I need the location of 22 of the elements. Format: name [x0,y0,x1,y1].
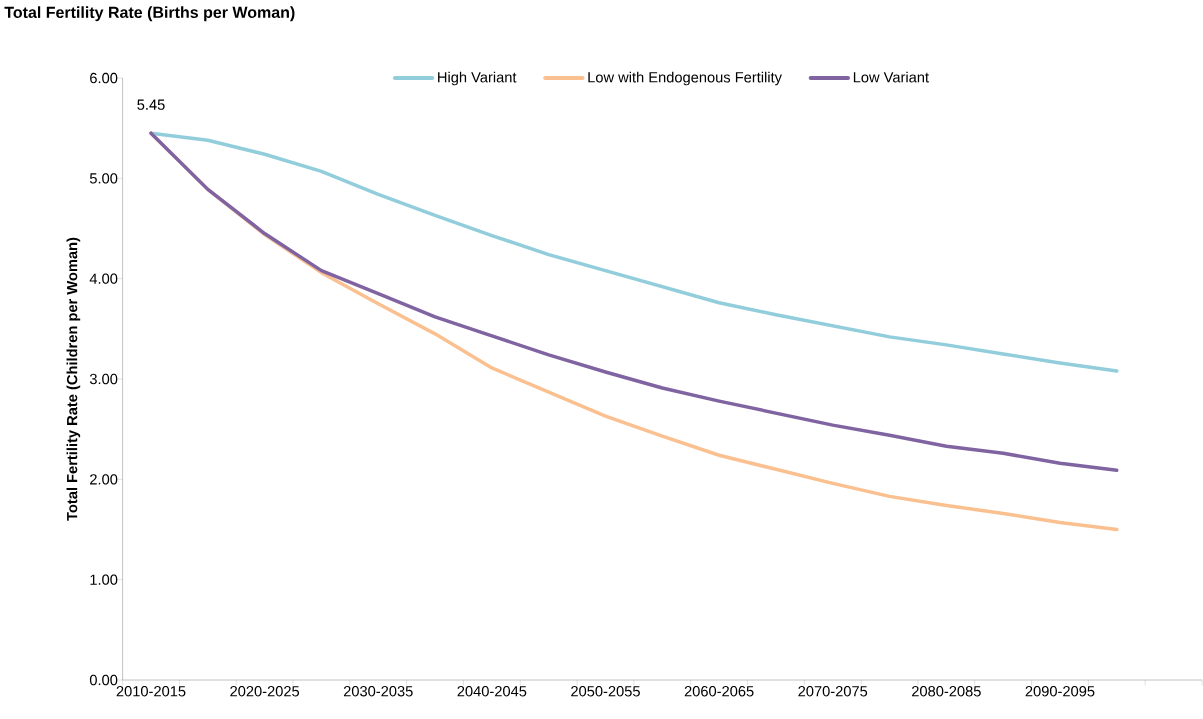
x-tick-label: 2050-2055 [571,686,640,697]
y-axis-title: Total Fertility Rate (Children per Woman) [66,237,81,521]
x-tick-label: 2090-2095 [1025,686,1095,697]
x-tick-label: 2020-2025 [230,686,300,697]
legend-label: Low Variant [853,71,929,83]
y-tick-label: 5.00 [89,173,118,184]
chart-title: Total Fertility Rate (Births per Woman) [4,6,295,22]
x-tick-label: 2080-2085 [912,686,981,697]
y-tick-label: 4.00 [89,273,118,284]
y-tick-label: 6.00 [90,72,118,84]
annotation: 5.45 [137,99,165,110]
y-tick-label: 2.00 [90,474,118,485]
legend-label: High Variant [438,71,517,86]
legend-label: Low with Endogenous Fertility [588,71,782,86]
x-tick-label: 2040-2045 [457,686,527,697]
x-tick-label: 2060-2065 [684,686,754,697]
y-tick-label: 1.00 [90,574,118,585]
x-tick-label: 2070-2075 [798,686,868,697]
y-tick-label: 3.00 [89,373,118,385]
x-tick-label: 2030-2035 [343,686,413,697]
y-tick-label: 0.00 [89,674,118,686]
x-tick-label: 2010-2015 [116,686,186,697]
